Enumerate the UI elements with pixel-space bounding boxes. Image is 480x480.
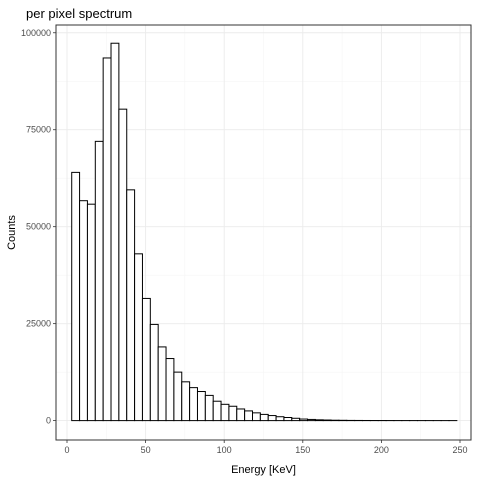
y-tick-label: 0 [46, 416, 51, 426]
x-tick-label: 100 [217, 445, 232, 455]
histogram-bar [314, 419, 324, 422]
x-tick-label: 150 [295, 445, 310, 455]
y-tick-label: 25000 [26, 319, 51, 329]
histogram-bar [244, 410, 253, 422]
histogram-bar [307, 418, 316, 422]
y-tick-label: 75000 [26, 125, 51, 135]
histogram-bar [228, 405, 238, 422]
histogram-bar [141, 297, 151, 422]
histogram-bar [157, 346, 167, 422]
histogram-bar [134, 253, 143, 422]
axis-ticks: 0 50 100 150 200 250 0 25000 50000 75000 100000 [21, 28, 468, 455]
histogram-bar [220, 403, 230, 422]
y-axis-title: Counts [6, 215, 18, 250]
histogram-bar [149, 323, 159, 422]
histogram-bar [267, 415, 277, 422]
panel-border [55, 24, 472, 441]
histogram-bar [196, 391, 206, 422]
histogram-bar [283, 417, 293, 422]
histogram-bar [236, 408, 246, 422]
x-tick-label: 0 [64, 445, 69, 455]
histogram-bar [275, 416, 285, 422]
x-tick-label: 250 [452, 445, 467, 455]
histogram-bar [165, 358, 175, 422]
histogram-bar [79, 200, 88, 422]
histogram-bar [118, 108, 128, 422]
histogram-bar [71, 171, 81, 422]
histogram-bar [173, 371, 183, 422]
histogram-bar [110, 42, 120, 422]
histogram-bar [251, 412, 261, 422]
histogram-bar [86, 203, 96, 422]
histogram-bar [102, 57, 112, 422]
histogram-bar [291, 417, 301, 422]
chart-title: per pixel spectrum [26, 6, 132, 21]
x-tick-label: 50 [141, 445, 151, 455]
bars [71, 42, 458, 422]
histogram-bar [126, 189, 136, 422]
histogram-bar [259, 413, 269, 422]
histogram-bar [94, 140, 104, 422]
histogram-bar [322, 419, 332, 422]
histogram-bar [299, 418, 309, 422]
histogram-bar [181, 381, 191, 422]
histogram-bar [204, 394, 214, 422]
histogram-bar [212, 400, 222, 422]
y-tick-label: 50000 [26, 222, 51, 232]
x-tick-label: 200 [374, 445, 389, 455]
y-tick-label: 100000 [21, 28, 51, 38]
x-axis-title: Energy [KeV] [231, 464, 296, 476]
histogram-bar [189, 387, 198, 422]
